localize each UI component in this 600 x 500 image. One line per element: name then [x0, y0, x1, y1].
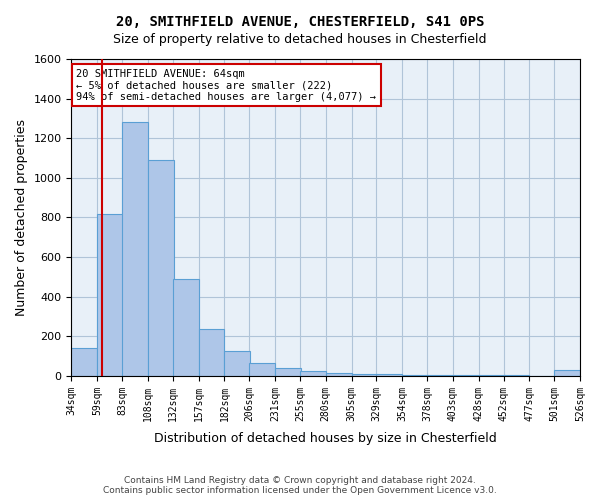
Bar	[352, 374, 377, 376]
Bar	[300, 371, 326, 376]
Bar	[402, 374, 428, 376]
Text: Size of property relative to detached houses in Chesterfield: Size of property relative to detached ho…	[113, 32, 487, 46]
Bar	[249, 363, 275, 376]
Bar	[427, 375, 453, 376]
Bar	[453, 375, 479, 376]
Bar	[275, 368, 301, 376]
Bar	[224, 351, 250, 376]
Text: 20, SMITHFIELD AVENUE, CHESTERFIELD, S41 0PS: 20, SMITHFIELD AVENUE, CHESTERFIELD, S41…	[116, 15, 484, 29]
X-axis label: Distribution of detached houses by size in Chesterfield: Distribution of detached houses by size …	[154, 432, 497, 445]
Y-axis label: Number of detached properties: Number of detached properties	[15, 119, 28, 316]
Bar	[199, 330, 224, 376]
Bar	[97, 214, 123, 376]
Bar	[554, 370, 580, 376]
Bar	[376, 374, 402, 376]
Text: 20 SMITHFIELD AVENUE: 64sqm
← 5% of detached houses are smaller (222)
94% of sem: 20 SMITHFIELD AVENUE: 64sqm ← 5% of deta…	[76, 68, 376, 102]
Bar	[148, 160, 174, 376]
Bar	[326, 373, 352, 376]
Bar	[173, 279, 199, 376]
Text: Contains HM Land Registry data © Crown copyright and database right 2024.
Contai: Contains HM Land Registry data © Crown c…	[103, 476, 497, 495]
Bar	[122, 122, 148, 376]
Bar	[71, 348, 97, 376]
